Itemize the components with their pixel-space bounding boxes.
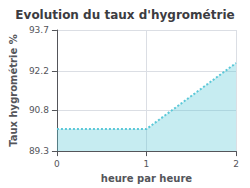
svg-text:Taux hygrométrie %: Taux hygrométrie % xyxy=(8,34,19,147)
svg-text:93.7: 93.7 xyxy=(29,25,49,35)
svg-text:0: 0 xyxy=(54,159,60,169)
svg-text:heure par heure: heure par heure xyxy=(101,173,192,184)
svg-text:1: 1 xyxy=(144,159,150,169)
svg-text:Evolution du taux d'hygrométri: Evolution du taux d'hygrométrie xyxy=(15,8,234,22)
svg-text:2: 2 xyxy=(233,159,239,169)
svg-text:90.8: 90.8 xyxy=(29,105,49,115)
svg-text:89.3: 89.3 xyxy=(29,146,49,156)
svg-text:92.2: 92.2 xyxy=(29,66,49,76)
